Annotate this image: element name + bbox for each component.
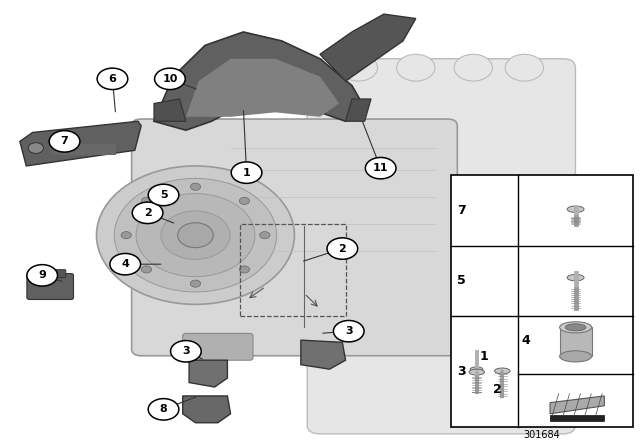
Ellipse shape bbox=[339, 54, 378, 81]
Ellipse shape bbox=[505, 54, 543, 81]
Polygon shape bbox=[301, 340, 346, 369]
Polygon shape bbox=[189, 360, 227, 387]
Circle shape bbox=[190, 280, 200, 287]
Circle shape bbox=[141, 266, 152, 273]
Text: 7: 7 bbox=[458, 204, 466, 217]
Bar bbox=[52, 144, 116, 155]
Circle shape bbox=[155, 68, 185, 90]
Bar bbox=[451, 175, 633, 427]
Circle shape bbox=[132, 202, 163, 224]
Ellipse shape bbox=[397, 54, 435, 81]
Circle shape bbox=[27, 265, 58, 286]
Circle shape bbox=[333, 320, 364, 342]
Polygon shape bbox=[346, 99, 371, 121]
Ellipse shape bbox=[559, 322, 591, 333]
Polygon shape bbox=[182, 396, 230, 423]
Text: 5: 5 bbox=[160, 190, 167, 200]
Circle shape bbox=[49, 131, 80, 152]
Circle shape bbox=[231, 162, 262, 183]
Ellipse shape bbox=[469, 369, 484, 375]
Circle shape bbox=[327, 238, 358, 259]
Text: 2: 2 bbox=[144, 208, 152, 218]
Circle shape bbox=[148, 184, 179, 206]
Bar bbox=[559, 327, 591, 356]
FancyBboxPatch shape bbox=[27, 274, 74, 299]
Polygon shape bbox=[320, 14, 416, 81]
Polygon shape bbox=[186, 59, 339, 117]
FancyBboxPatch shape bbox=[307, 59, 575, 434]
Text: 10: 10 bbox=[162, 74, 178, 84]
Text: 11: 11 bbox=[373, 163, 388, 173]
Circle shape bbox=[239, 197, 250, 204]
Circle shape bbox=[161, 211, 230, 259]
Text: 301684: 301684 bbox=[524, 430, 560, 440]
Circle shape bbox=[171, 340, 201, 362]
Circle shape bbox=[365, 157, 396, 179]
Polygon shape bbox=[550, 396, 604, 414]
Text: 1: 1 bbox=[480, 349, 489, 362]
Polygon shape bbox=[20, 121, 141, 166]
Text: 9: 9 bbox=[38, 270, 46, 280]
Circle shape bbox=[136, 194, 255, 277]
Circle shape bbox=[110, 254, 141, 275]
Text: 6: 6 bbox=[109, 74, 116, 84]
FancyBboxPatch shape bbox=[52, 270, 66, 278]
Polygon shape bbox=[154, 32, 365, 130]
Circle shape bbox=[141, 197, 152, 204]
Text: 3: 3 bbox=[345, 326, 353, 336]
Polygon shape bbox=[154, 99, 186, 121]
Circle shape bbox=[97, 68, 128, 90]
Circle shape bbox=[190, 183, 200, 190]
Circle shape bbox=[28, 143, 44, 153]
Bar bbox=[550, 415, 604, 421]
Ellipse shape bbox=[567, 206, 584, 212]
Ellipse shape bbox=[559, 351, 591, 362]
Circle shape bbox=[97, 166, 294, 304]
Text: 3: 3 bbox=[458, 365, 466, 378]
Text: 1: 1 bbox=[243, 168, 250, 178]
Text: 4: 4 bbox=[522, 334, 530, 347]
Ellipse shape bbox=[454, 54, 492, 81]
Text: 8: 8 bbox=[159, 405, 168, 414]
Text: 7: 7 bbox=[61, 136, 68, 146]
Circle shape bbox=[239, 266, 250, 273]
Text: 3: 3 bbox=[182, 346, 189, 356]
Circle shape bbox=[115, 178, 276, 292]
Text: 5: 5 bbox=[458, 274, 466, 287]
Text: 2: 2 bbox=[493, 383, 502, 396]
FancyBboxPatch shape bbox=[182, 333, 253, 360]
Ellipse shape bbox=[495, 368, 510, 374]
Text: 4: 4 bbox=[122, 259, 129, 269]
FancyBboxPatch shape bbox=[36, 270, 51, 278]
FancyBboxPatch shape bbox=[132, 119, 458, 356]
Circle shape bbox=[260, 232, 270, 239]
Circle shape bbox=[178, 223, 213, 248]
Ellipse shape bbox=[565, 324, 586, 331]
Bar bbox=[240, 224, 346, 315]
Circle shape bbox=[148, 399, 179, 420]
Ellipse shape bbox=[470, 367, 483, 372]
Ellipse shape bbox=[567, 275, 584, 281]
Circle shape bbox=[121, 232, 131, 239]
Text: 2: 2 bbox=[339, 244, 346, 254]
